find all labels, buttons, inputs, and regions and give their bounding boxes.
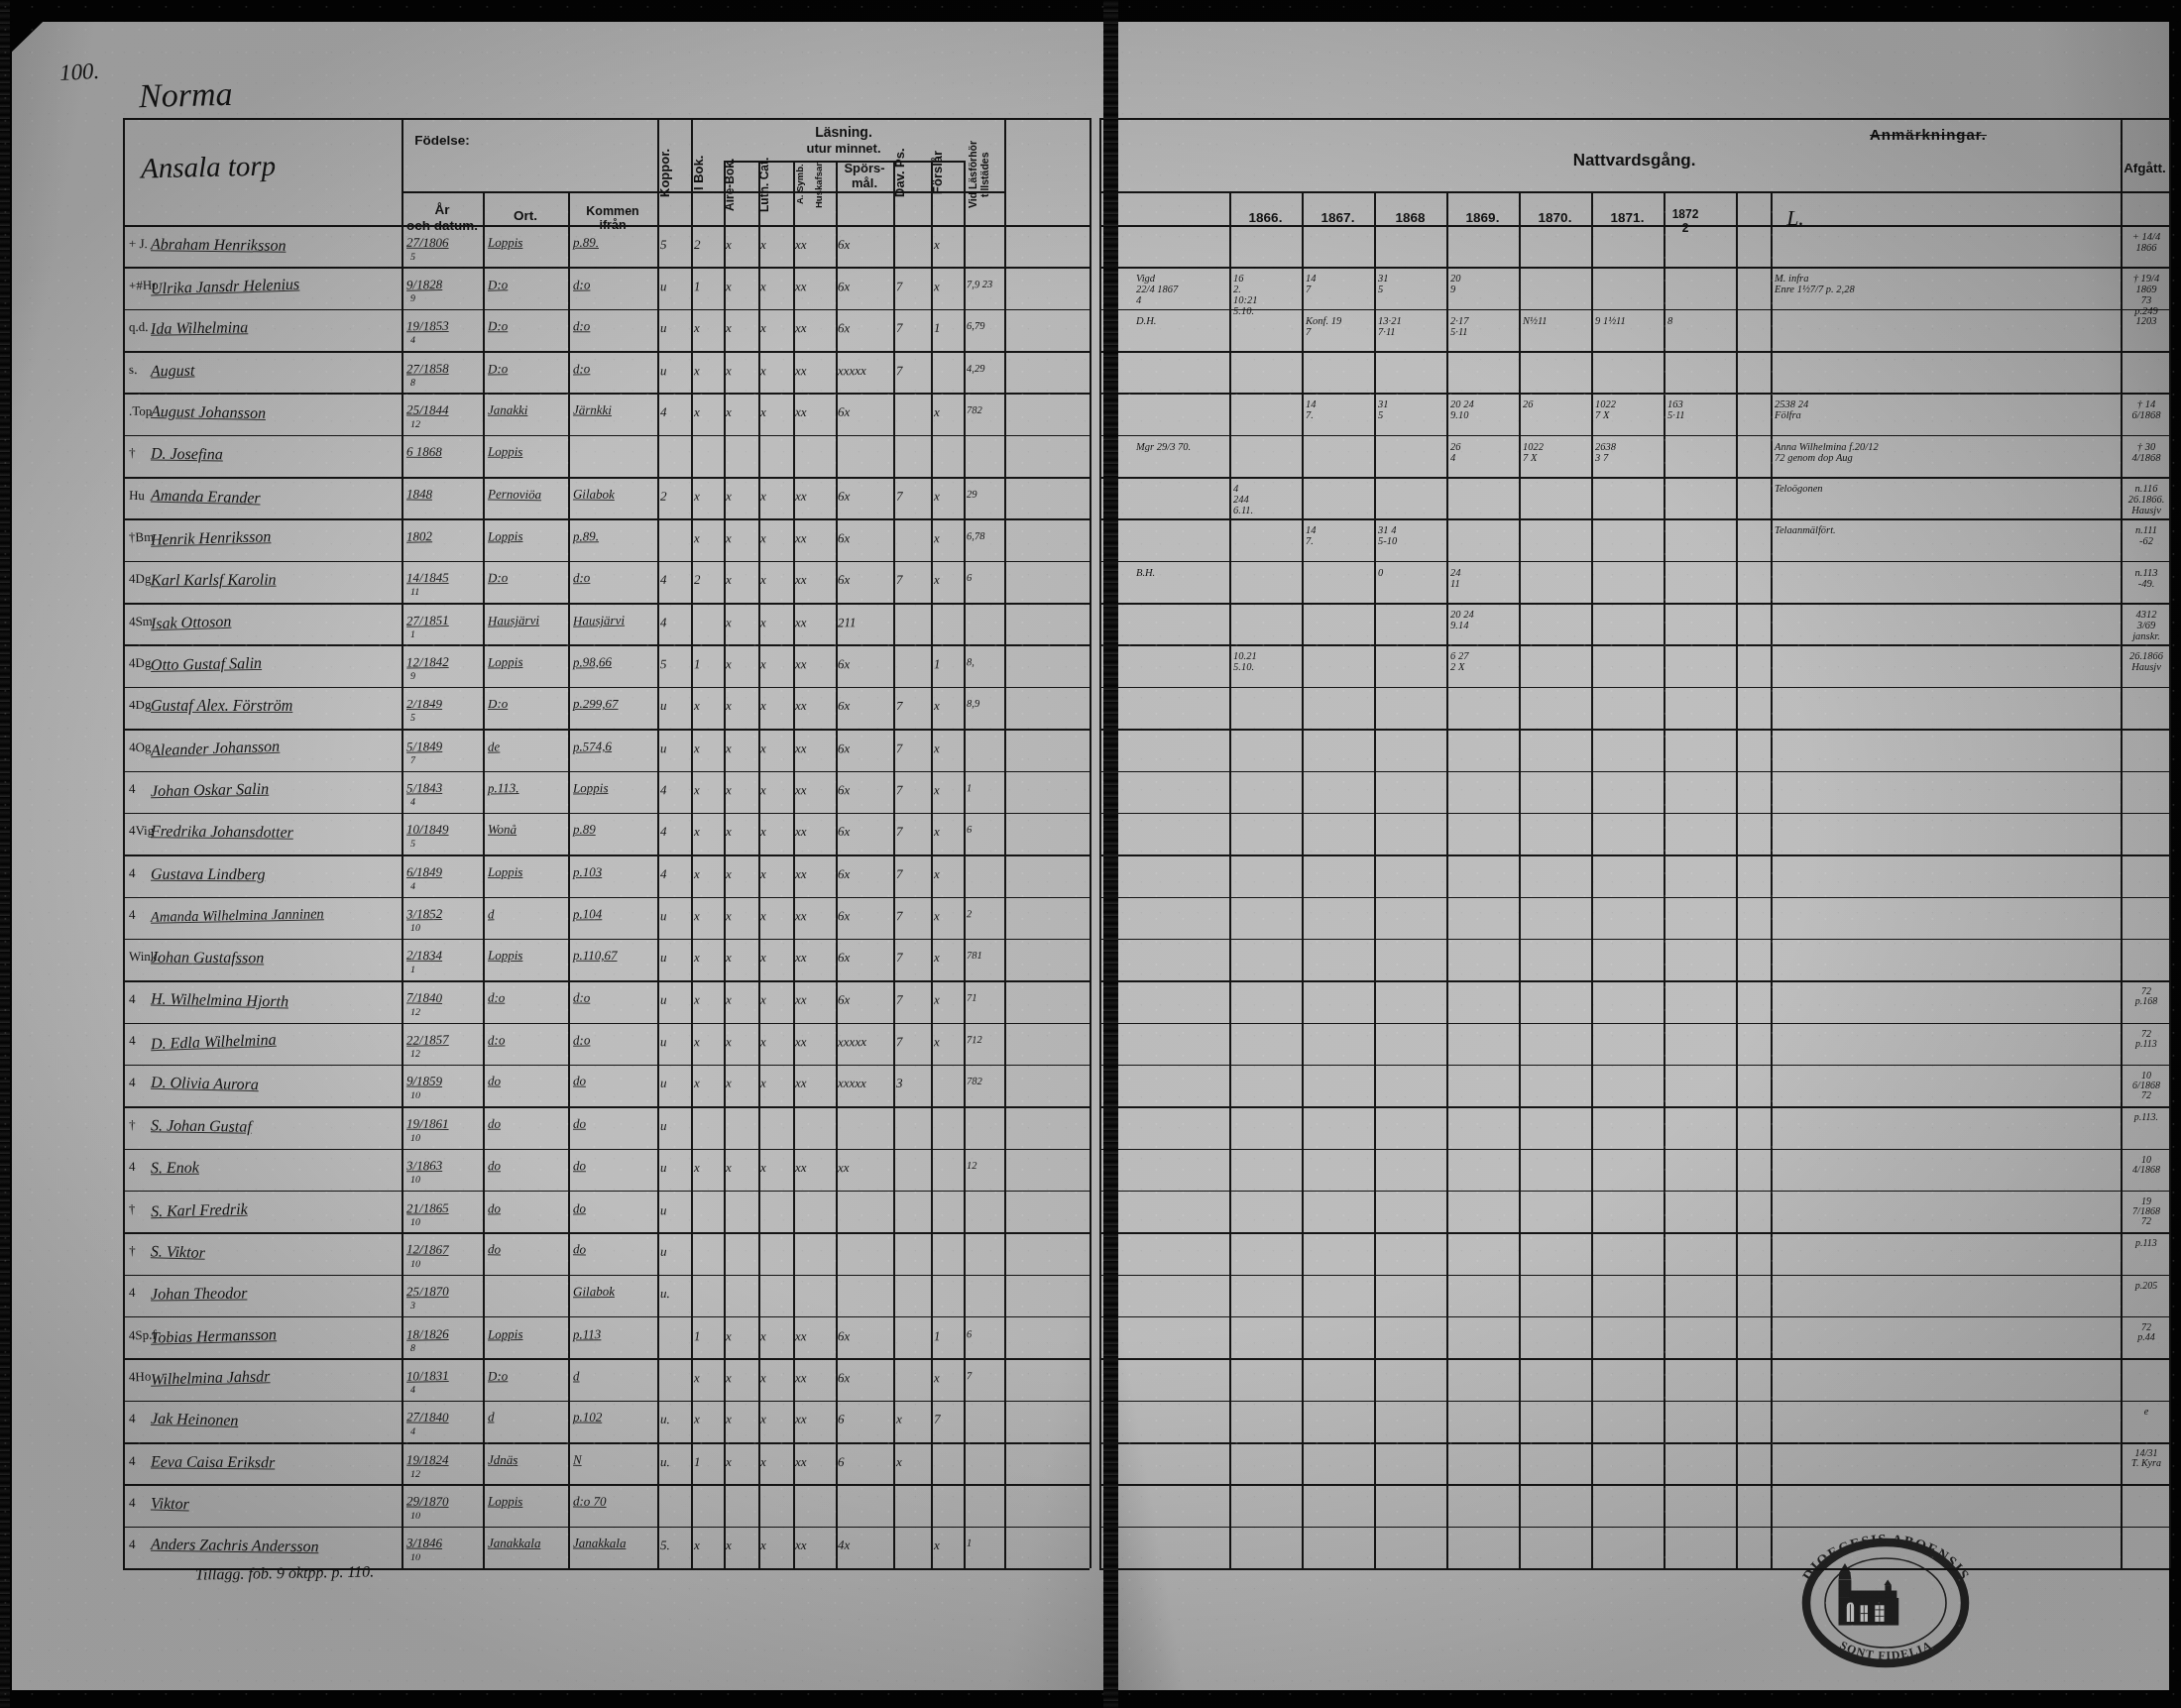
svg-text:DIOECESIS ABOENSIS: DIOECESIS ABOENSIS (1798, 1532, 1972, 1583)
